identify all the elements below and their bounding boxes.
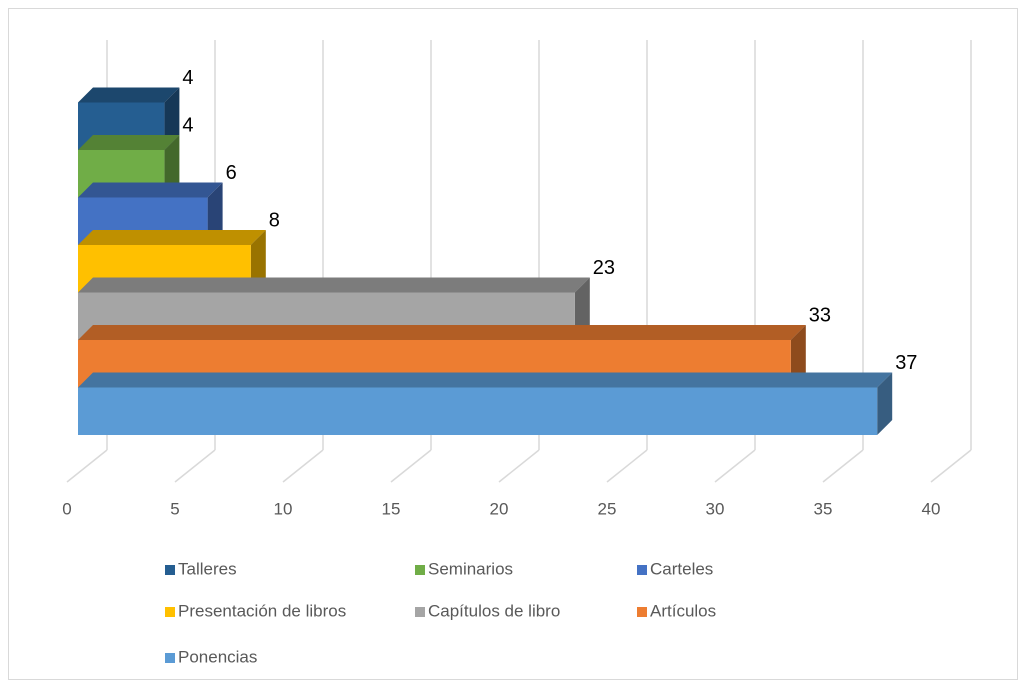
bar-top xyxy=(78,87,180,103)
floor-line xyxy=(174,449,216,483)
data-label: 8 xyxy=(269,209,280,231)
bar-top xyxy=(78,325,806,340)
x-tick-label: 5 xyxy=(170,499,179,518)
x-tick-label: 40 xyxy=(922,499,941,518)
floor-line xyxy=(606,449,648,483)
legend-label: Ponencias xyxy=(178,647,257,666)
x-tick-label: 0 xyxy=(62,499,71,518)
legend-label: Carteles xyxy=(650,559,713,578)
legend-swatch xyxy=(165,565,175,575)
bar-top xyxy=(78,277,590,293)
bar-top xyxy=(78,182,223,198)
bar-side xyxy=(574,277,590,340)
data-label: 4 xyxy=(182,67,193,89)
bar-side xyxy=(877,372,893,435)
floor-line xyxy=(930,449,972,483)
x-tick-label: 10 xyxy=(274,499,293,518)
legend-label: Artículos xyxy=(650,601,716,620)
data-label: 23 xyxy=(593,257,615,279)
legend-swatch xyxy=(165,607,175,617)
data-label: 4 xyxy=(182,114,193,136)
data-label: 33 xyxy=(809,304,831,326)
floor-line xyxy=(282,449,324,483)
floor-line xyxy=(714,449,756,483)
bar-side xyxy=(164,87,180,150)
legend-swatch xyxy=(415,607,425,617)
legend-label: Seminarios xyxy=(428,559,513,578)
bar-side xyxy=(207,182,223,245)
bar-side xyxy=(164,135,180,198)
bar-side xyxy=(790,325,806,388)
legend-swatch xyxy=(637,607,647,617)
data-label: 6 xyxy=(226,162,237,184)
legend-label: Capítulos de libro xyxy=(428,601,560,620)
legend-swatch xyxy=(165,653,175,663)
bar xyxy=(78,387,878,435)
floor-line xyxy=(822,449,864,483)
floor-line xyxy=(66,449,108,483)
legend-label: Presentación de libros xyxy=(178,601,346,620)
x-tick-label: 30 xyxy=(706,499,725,518)
bar-side xyxy=(250,230,266,293)
data-label: 37 xyxy=(895,352,917,374)
legend-swatch xyxy=(637,565,647,575)
bar-top xyxy=(78,230,266,245)
x-tick-label: 25 xyxy=(598,499,617,518)
bar-top xyxy=(78,372,893,388)
legend-swatch xyxy=(415,565,425,575)
bar-top xyxy=(78,135,180,150)
floor-line xyxy=(498,449,540,483)
x-tick-label: 20 xyxy=(490,499,509,518)
x-tick-label: 15 xyxy=(382,499,401,518)
x-tick-label: 35 xyxy=(814,499,833,518)
legend-label: Talleres xyxy=(178,559,237,578)
floor-line xyxy=(390,449,432,483)
